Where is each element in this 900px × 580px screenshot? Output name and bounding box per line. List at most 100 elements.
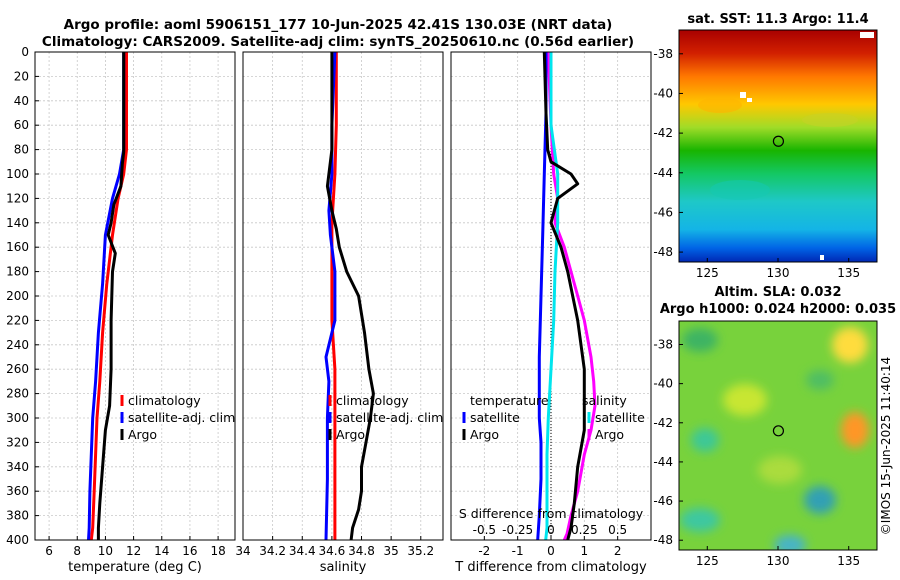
s-axis-label: S difference from climatology — [459, 506, 644, 521]
x-axis-label: T difference from climatology — [454, 560, 647, 575]
imos-credit: ©IMOS 15-Jun-2025 11:40:14 — [879, 357, 893, 535]
y-tick-label: 260 — [6, 362, 29, 376]
legend-label: satellite — [595, 410, 645, 425]
x-tick-label: 0 — [547, 544, 555, 558]
y-tick-label: 380 — [6, 509, 29, 523]
sla-map-image — [679, 321, 877, 550]
legend-label: Argo — [128, 427, 157, 442]
x-tick-label: 34 — [235, 544, 250, 558]
y-tick-label: 220 — [6, 313, 29, 327]
x-tick-label: 34.4 — [289, 544, 316, 558]
series-line-climatology — [89, 52, 128, 541]
axes-frame — [242, 51, 444, 541]
title-line-2: Climatology: CARS2009. Satellite-adj cli… — [42, 34, 634, 50]
sla-map-axes: 125 130 135 -38 -40 -42 -44 -46 -48 — [653, 320, 878, 568]
map-x-tick-label: 125 — [696, 554, 719, 568]
sst-map-axes: 125 130 135 -38 -40 -42 -44 -46 -48 — [653, 29, 878, 280]
x-tick-label: 34.2 — [259, 544, 286, 558]
legend-label: Argo — [595, 427, 624, 442]
map-y-tick-label: -48 — [653, 245, 673, 259]
s-tick-label: -0.25 — [502, 523, 533, 537]
y-tick-label: 100 — [6, 167, 29, 181]
y-tick-label: 0 — [21, 45, 29, 59]
map-y-tick-label: -40 — [653, 377, 673, 391]
legend-label: satellite-adj. clim — [128, 410, 235, 425]
map-y-tick-label: -42 — [653, 126, 673, 140]
legend-label: satellite-adj. clim — [336, 410, 443, 425]
series-line-argo — [325, 52, 375, 541]
y-tick-label: 40 — [14, 94, 29, 108]
sla-map-title-1: Altim. SLA: 0.032 — [715, 285, 842, 300]
x-tick-label: 34.6 — [319, 544, 346, 558]
x-tick-label: -1 — [512, 544, 524, 558]
x-tick-label: 8 — [73, 544, 81, 558]
salinity-panel: 34 34.2 34.4 34.6 34.8 35 35.2 salinity climatol… — [235, 51, 444, 575]
y-tick-label: 80 — [14, 143, 29, 157]
x-tick-label: 1 — [581, 544, 589, 558]
x-tick-label: 2 — [614, 544, 622, 558]
series-line-t-argo — [542, 51, 586, 541]
series-line-argo — [96, 52, 126, 540]
series-line-climatology — [330, 52, 338, 540]
title-line-1: Argo profile: aoml 5906151_177 10-Jun-20… — [64, 17, 613, 33]
y-tick-label: 240 — [6, 338, 29, 352]
y-tick-label: 340 — [6, 460, 29, 474]
map-x-tick-label: 130 — [767, 266, 790, 280]
s-tick-label: -0.5 — [473, 523, 496, 537]
legend-label: satellite — [470, 410, 520, 425]
y-tick-label: 320 — [6, 435, 29, 449]
legend-title-temperature: temperature — [470, 393, 549, 408]
map-y-tick-label: -44 — [653, 455, 673, 469]
y-tick-label: 120 — [6, 191, 29, 205]
legend-label: Argo — [470, 427, 499, 442]
map-y-tick-label: -40 — [653, 86, 673, 100]
y-tick-label: 300 — [6, 411, 29, 425]
s-tick-label: 0.5 — [608, 523, 627, 537]
x-tick-label: 34.8 — [348, 544, 375, 558]
argo-location-marker — [772, 135, 785, 147]
legend-label: climatology — [128, 393, 201, 408]
x-tick-label: 10 — [98, 544, 113, 558]
map-x-tick-label: 125 — [696, 266, 719, 280]
y-tick-label: 180 — [6, 265, 29, 279]
map-x-tick-label: 135 — [837, 554, 860, 568]
x-tick-label: 14 — [154, 544, 169, 558]
difference-panel: -2 -1 0 1 2 T difference from climatology temp… — [450, 51, 652, 575]
x-tick-label: 16 — [182, 544, 197, 558]
y-tick-label: 360 — [6, 484, 29, 498]
x-tick-label: -2 — [478, 544, 490, 558]
legend-label: Argo — [336, 427, 365, 442]
temperature-panel: 6 8 10 12 14 16 18 temperature (deg C) 0 20 40 60 80… — [6, 45, 236, 575]
x-axis-label: temperature (deg C) — [68, 560, 202, 575]
y-tick-label: 60 — [14, 118, 29, 132]
y-tick-label: 140 — [6, 216, 29, 230]
sla-map-title-2: Argo h1000: 0.024 h2000: 0.035 — [660, 302, 896, 317]
series-line-t-satellite — [536, 52, 548, 541]
x-tick-label: 12 — [126, 544, 141, 558]
y-tick-label: 20 — [14, 69, 29, 83]
legend-label: climatology — [336, 393, 409, 408]
y-tick-label: 400 — [6, 533, 29, 547]
map-y-tick-label: -46 — [653, 494, 673, 508]
x-tick-label: 35 — [384, 544, 399, 558]
y-tick-label: 280 — [6, 387, 29, 401]
x-tick-label: 18 — [210, 544, 225, 558]
series-line-satellite-adj-clim — [324, 51, 337, 541]
map-x-tick-label: 130 — [767, 554, 790, 568]
map-y-tick-label: -38 — [653, 47, 673, 61]
y-tick-label: 160 — [6, 240, 29, 254]
x-axis-label: salinity — [320, 560, 367, 575]
map-x-tick-label: 135 — [837, 266, 860, 280]
x-tick-label: 35.2 — [407, 544, 434, 558]
map-y-tick-label: -46 — [653, 205, 673, 219]
map-y-tick-label: -42 — [653, 416, 673, 430]
s-tick-label: 0.25 — [571, 523, 598, 537]
legend-title-salinity: salinity — [582, 393, 627, 408]
sst-map-title: sat. SST: 11.3 Argo: 11.4 — [687, 12, 868, 27]
map-y-tick-label: -44 — [653, 166, 673, 180]
map-y-tick-label: -38 — [653, 337, 673, 351]
x-tick-label: 6 — [45, 544, 53, 558]
y-tick-label: 200 — [6, 289, 29, 303]
s-tick-label: 0 — [547, 523, 555, 537]
